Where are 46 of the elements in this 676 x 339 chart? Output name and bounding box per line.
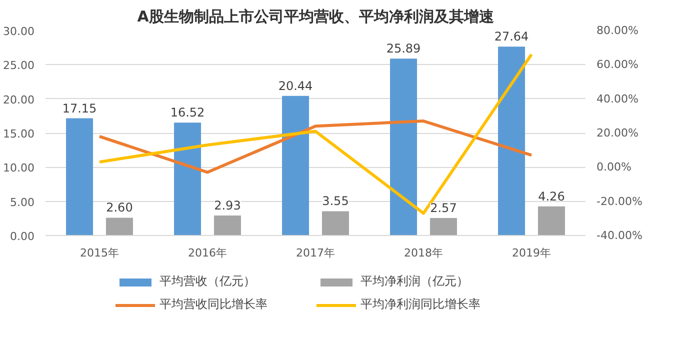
bar [430,218,457,236]
y2-tick-label: 0.00% [596,160,632,174]
y2-tick-label: 40.00% [596,92,638,106]
y-tick-label: 0.00 [10,230,35,243]
y-tick-label: 30.00 [3,25,35,38]
y-tick-label: 10.00 [3,162,35,175]
legend-label: 平均营收同比增长率 [160,296,268,313]
y2-tick-label: -40.00% [596,229,642,242]
line-series [98,52,533,215]
y-tick-label: 15.00 [3,128,35,140]
data-label: 16.52 [170,106,205,120]
x-tick-label: 2017年 [296,246,336,260]
y2-tick-label: -20.00% [596,194,642,208]
x-tick-label: 2015年 [80,246,120,260]
x-tick-label: 2018年 [404,246,444,260]
data-label: 20.44 [278,78,313,93]
y-tick-label: 25.00 [3,59,35,72]
y-tick-label: 5.00 [10,196,35,209]
data-label: 2.57 [430,200,457,215]
x-tick-label: 2019年 [512,246,552,260]
bar [106,218,133,236]
legend-label: 平均净利润（亿元） [360,273,470,290]
data-label: 17.15 [62,101,97,116]
data-label: 2.60 [106,200,133,215]
data-label: 27.64 [494,30,529,44]
data-label: 4.26 [538,189,565,204]
data-label: 3.55 [322,194,349,208]
bar [390,58,418,236]
y2-tick-label: 60.00% [596,58,638,72]
bar [66,118,94,236]
y2-tick-label: 20.00% [596,126,638,140]
bar [214,215,241,236]
bar [498,46,526,236]
bar [282,96,310,236]
x-tick-label: 2016年 [188,246,228,260]
y-tick-label: 20.00 [3,93,35,106]
bar [538,206,565,236]
bar [174,122,202,236]
legend-label: 平均营收（亿元） [160,273,256,290]
data-label: 25.89 [386,42,421,56]
y2-tick-label: 80.00% [596,24,638,37]
chart-title: A股生物制品上市公司平均营收、平均净利润及其增速 [137,8,495,26]
line-series [98,120,533,174]
data-label: 2.93 [214,198,241,212]
legend-label: 平均净利润同比增长率 [360,296,482,313]
bar [322,211,349,236]
